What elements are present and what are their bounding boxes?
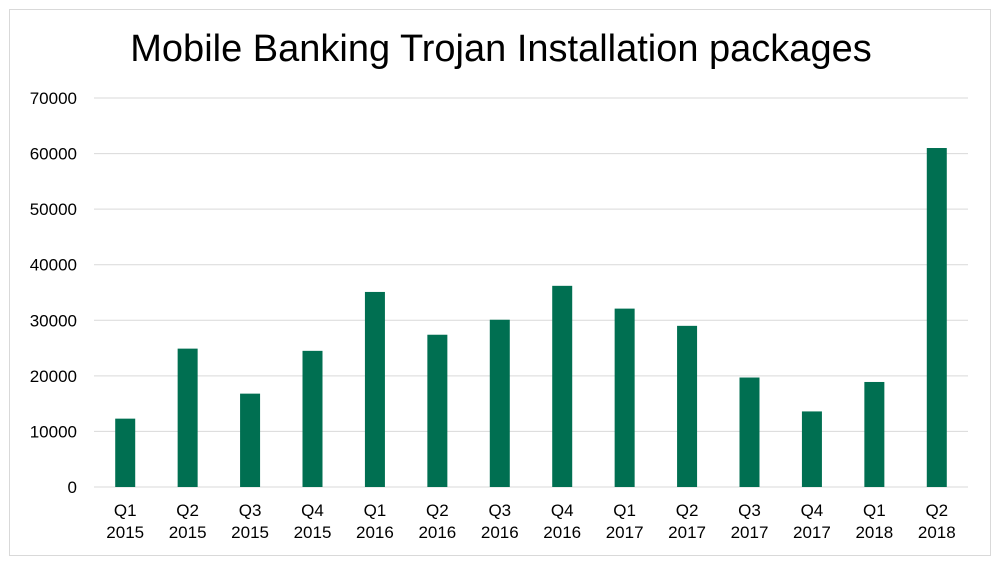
x-tick-quarter: Q2	[426, 501, 449, 520]
x-tick-year: 2017	[731, 523, 769, 542]
bar	[552, 285, 573, 487]
x-tick-label: Q2 2015	[169, 501, 207, 542]
bar	[614, 308, 635, 487]
x-axis: Q1 2015 Q2 2015 Q3 2015 Q4 2015 Q1 2016 Q2 2016 Q3 20…	[106, 501, 955, 542]
x-tick-label: Q1 2018	[855, 501, 893, 542]
x-tick-quarter: Q4	[551, 501, 574, 520]
x-tick-quarter: Q1	[613, 501, 636, 520]
y-tick-label: 50000	[30, 200, 77, 219]
bar	[115, 418, 136, 487]
x-tick-quarter: Q2	[925, 501, 948, 520]
x-tick-quarter: Q2	[176, 501, 199, 520]
y-tick-label: 10000	[30, 422, 77, 441]
y-tick-label: 70000	[30, 89, 77, 108]
y-tick-label: 0	[68, 478, 77, 497]
bar	[926, 148, 947, 487]
x-tick-label: Q3 2017	[731, 501, 769, 542]
y-tick-label: 60000	[30, 145, 77, 164]
x-tick-label: Q4 2017	[793, 501, 831, 542]
x-tick-year: 2017	[668, 523, 706, 542]
gridlines	[94, 97, 968, 488]
bar	[489, 319, 510, 487]
x-tick-year: 2015	[231, 523, 269, 542]
x-tick-label: Q1 2017	[606, 501, 644, 542]
x-tick-year: 2018	[855, 523, 893, 542]
x-tick-quarter: Q3	[738, 501, 761, 520]
x-tick-year: 2017	[606, 523, 644, 542]
y-axis: 0 10000 20000 30000 40000 50000 60000 70000	[30, 89, 77, 497]
x-tick-quarter: Q1	[863, 501, 886, 520]
x-tick-label: Q1 2016	[356, 501, 394, 542]
x-tick-year: 2016	[356, 523, 394, 542]
x-tick-year: 2015	[294, 523, 332, 542]
x-tick-year: 2017	[793, 523, 831, 542]
bar	[302, 350, 323, 487]
bar	[427, 334, 448, 487]
x-tick-quarter: Q1	[364, 501, 387, 520]
x-tick-year: 2015	[169, 523, 207, 542]
bar	[177, 348, 198, 487]
x-tick-quarter: Q4	[301, 501, 324, 520]
x-tick-quarter: Q1	[114, 501, 137, 520]
x-tick-label: Q4 2016	[543, 501, 581, 542]
x-tick-quarter: Q4	[801, 501, 824, 520]
bars	[115, 148, 947, 487]
bar	[677, 325, 698, 487]
bar	[801, 411, 822, 487]
x-tick-quarter: Q2	[676, 501, 699, 520]
x-tick-year: 2016	[543, 523, 581, 542]
x-tick-year: 2016	[418, 523, 456, 542]
x-tick-label: Q3 2016	[481, 501, 519, 542]
x-tick-quarter: Q3	[488, 501, 511, 520]
y-tick-label: 20000	[30, 367, 77, 386]
y-tick-label: 40000	[30, 256, 77, 275]
bar	[864, 381, 885, 487]
x-tick-label: Q2 2016	[418, 501, 456, 542]
x-tick-label: Q3 2015	[231, 501, 269, 542]
y-tick-label: 30000	[30, 311, 77, 330]
chart-title: Mobile Banking Trojan Installation packa…	[130, 28, 872, 70]
x-tick-label: Q2 2018	[918, 501, 956, 542]
bar	[739, 377, 760, 487]
x-tick-quarter: Q3	[239, 501, 262, 520]
bar	[364, 291, 385, 487]
x-tick-label: Q2 2017	[668, 501, 706, 542]
x-tick-year: 2015	[106, 523, 144, 542]
x-tick-label: Q4 2015	[294, 501, 332, 542]
x-tick-label: Q1 2015	[106, 501, 144, 542]
x-tick-year: 2016	[481, 523, 519, 542]
x-tick-year: 2018	[918, 523, 956, 542]
bar	[240, 393, 261, 487]
